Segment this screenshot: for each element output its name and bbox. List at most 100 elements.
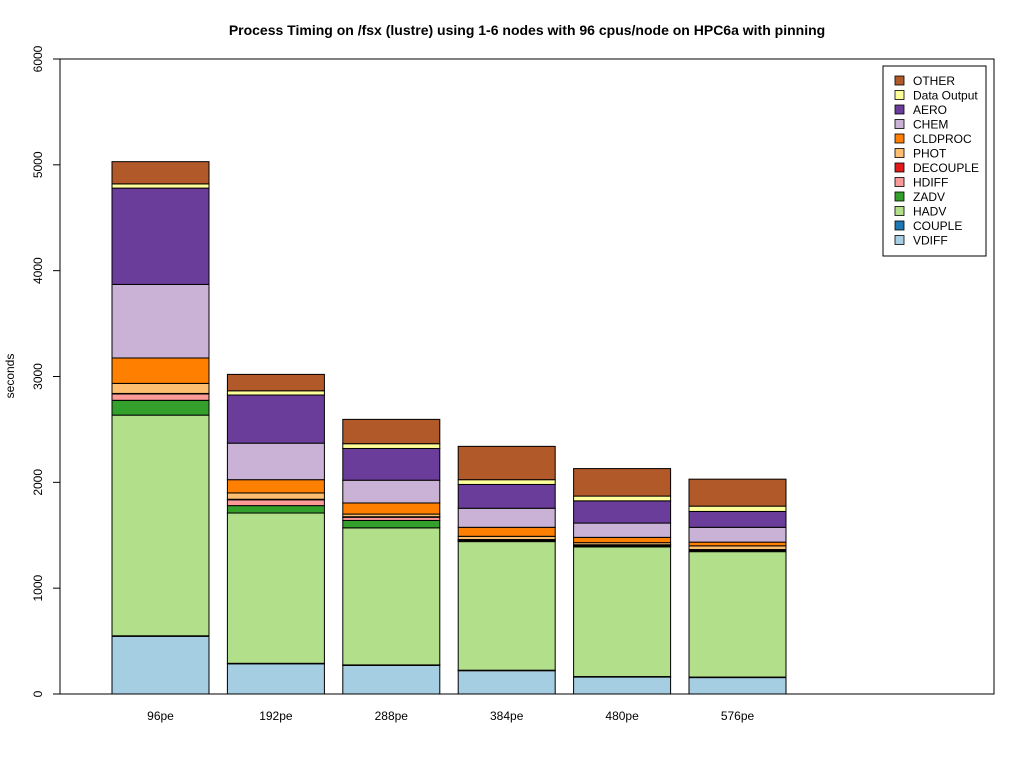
bar-segment-hdiff [111,393,210,401]
legend-item-couple: COUPLE [894,219,962,233]
y-tick-label: 2000 [31,469,45,496]
bar-segment-data-output [573,495,672,502]
bar-segment-data-output [342,443,441,449]
bars-group [111,161,787,695]
bar-segment-cldproc [226,479,325,494]
legend-label: ZADV [913,190,945,204]
bar-stack-288pe [342,418,441,695]
bar-segment-hadv [688,551,787,678]
bar-segment-data-output [688,505,787,512]
legend-item-zadv: ZADV [894,190,945,204]
y-tick-label: 1000 [31,574,45,601]
legend-label: HADV [913,205,946,219]
bar-segment-hadv [342,527,441,666]
bar-segment-other [688,478,787,507]
bar-segment-chem [688,526,787,543]
bar-segment-hadv [457,541,556,671]
y-tick-label: 0 [31,690,45,697]
bar-segment-data-output [226,390,325,396]
bar-segment-phot [111,382,210,394]
y-tick-label: 5000 [31,151,45,178]
legend-swatch [894,104,905,115]
legend-swatch [894,220,905,231]
legend-swatch [894,162,905,173]
y-tick-label: 6000 [31,45,45,72]
bar-segment-other [226,373,325,392]
bar-segment-vdiff [226,663,325,695]
legend-label: HDIFF [913,176,948,190]
bar-segment-aero [688,510,787,528]
legend-swatch [894,133,905,144]
y-tick-label: 3000 [31,363,45,390]
legend-item-other: OTHER [894,74,955,88]
bar-segment-aero [111,187,210,285]
bar-segment-zadv [111,399,210,416]
legend-label: COUPLE [913,219,962,233]
legend-label: Data Output [913,89,978,103]
legend-swatch [894,191,905,202]
bar-segment-hdiff [226,499,325,507]
bar-segment-other [573,468,672,497]
x-tick-label: 384pe [490,709,524,723]
bar-segment-phot [226,492,325,500]
bar-segment-chem [342,479,441,504]
legend-item-hdiff: HDIFF [894,176,948,190]
bar-segment-hadv [573,546,672,678]
bar-segment-other [342,418,441,445]
y-axis: 0 1000 2000 3000 4000 5000 6000 [31,45,61,697]
bar-segment-cldproc [457,526,556,537]
bar-segment-phot [688,545,787,551]
bar-stack-384pe [457,445,556,695]
legend-swatch [894,119,905,129]
legend-item-chem: CHEM [894,118,948,132]
legend-label: CLDPROC [913,132,972,146]
bar-segment-zadv [342,519,441,529]
bar-segment-aero [573,500,672,524]
legend-label: CHEM [913,118,948,132]
legend-label: VDIFF [913,234,948,248]
legend-label: PHOT [913,147,947,161]
chart-title: Process Timing on /fsx (lustre) using 1-… [229,22,825,38]
legend-item-phot: PHOT [894,147,947,161]
bar-segment-other [111,161,210,185]
bar-stack-576pe [688,478,787,695]
y-axis-label: seconds [3,354,17,399]
legend-item-data-output: Data Output [894,89,978,103]
x-tick-label: 480pe [605,709,639,723]
legend-swatch [894,177,905,187]
legend-swatch [894,90,905,100]
bar-segment-chem [573,522,672,538]
bar-segment-cldproc [111,357,210,384]
bar-segment-hadv [111,414,210,637]
bar-segment-data-output [457,479,556,485]
legend-label: DECOUPLE [913,161,979,175]
bar-segment-vdiff [457,670,556,695]
bar-segment-aero [226,394,325,444]
x-tick-label: 192pe [259,709,293,723]
legend-swatch [894,148,905,158]
y-tick-label: 4000 [31,257,45,284]
legend-label: AERO [913,103,947,117]
legend-label: OTHER [913,74,955,88]
bar-segment-cldproc [342,502,441,515]
legend-item-hadv: HADV [894,205,946,219]
bar-segment-chem [226,442,325,481]
x-tick-label: 96pe [147,709,174,723]
bar-segment-cldproc [573,536,672,544]
bar-segment-vdiff [688,677,787,695]
bar-segment-vdiff [111,635,210,695]
x-axis-tick-labels: 96pe 192pe 288pe 384pe 480pe 576pe [147,709,754,723]
legend-item-aero: AERO [894,103,947,117]
bar-segment-chem [457,507,556,528]
x-tick-label: 576pe [721,709,755,723]
legend-item-decouple: DECOUPLE [894,161,979,175]
bar-segment-zadv [226,505,325,514]
bar-segment-hadv [226,512,325,664]
bar-stack-480pe [573,468,672,695]
legend-swatch [894,75,905,86]
x-tick-label: 288pe [375,709,409,723]
bar-segment-chem [111,283,210,359]
legend-item-vdiff: VDIFF [894,234,948,248]
